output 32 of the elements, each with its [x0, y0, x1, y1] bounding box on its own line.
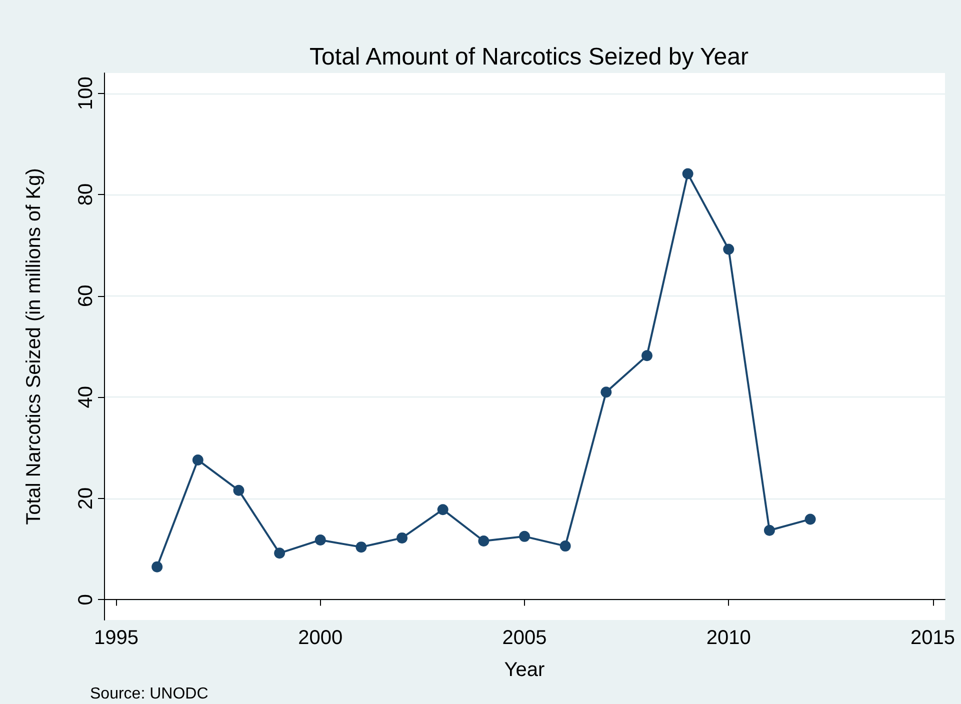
point — [641, 350, 652, 362]
point — [478, 535, 490, 546]
point — [682, 168, 694, 180]
x-tick-label: 1995 — [94, 627, 138, 649]
y-tick-label: 60 — [75, 284, 97, 307]
x-tick-label: 2005 — [502, 627, 547, 649]
y-tick-label: 20 — [75, 487, 97, 510]
x-tick-label: 2000 — [298, 627, 343, 649]
x-tick-label: 2010 — [706, 627, 751, 649]
point — [396, 532, 408, 544]
point — [519, 530, 530, 542]
point — [804, 514, 816, 525]
point — [233, 484, 244, 496]
point — [274, 548, 286, 559]
x-tick-label: 2015 — [910, 627, 955, 649]
point — [437, 504, 448, 516]
chart-title: Total Amount of Narcotics Seized by Year — [310, 44, 748, 70]
point — [152, 561, 163, 572]
y-tick-label: 40 — [75, 386, 97, 408]
point — [600, 386, 612, 398]
y-tick-label: 0 — [75, 594, 97, 606]
point — [314, 534, 326, 546]
y-axis-title: Total Narcotics Seized (in millions of Kg) — [23, 168, 45, 525]
point — [192, 454, 204, 466]
source-note: Source: UNODC — [90, 686, 208, 702]
point — [356, 542, 367, 553]
y-tick-label: 80 — [75, 183, 97, 206]
point — [560, 540, 571, 552]
y-tick-label: 100 — [75, 76, 97, 110]
point — [764, 524, 775, 536]
x-axis-title: Year — [504, 659, 546, 681]
point — [723, 244, 734, 255]
